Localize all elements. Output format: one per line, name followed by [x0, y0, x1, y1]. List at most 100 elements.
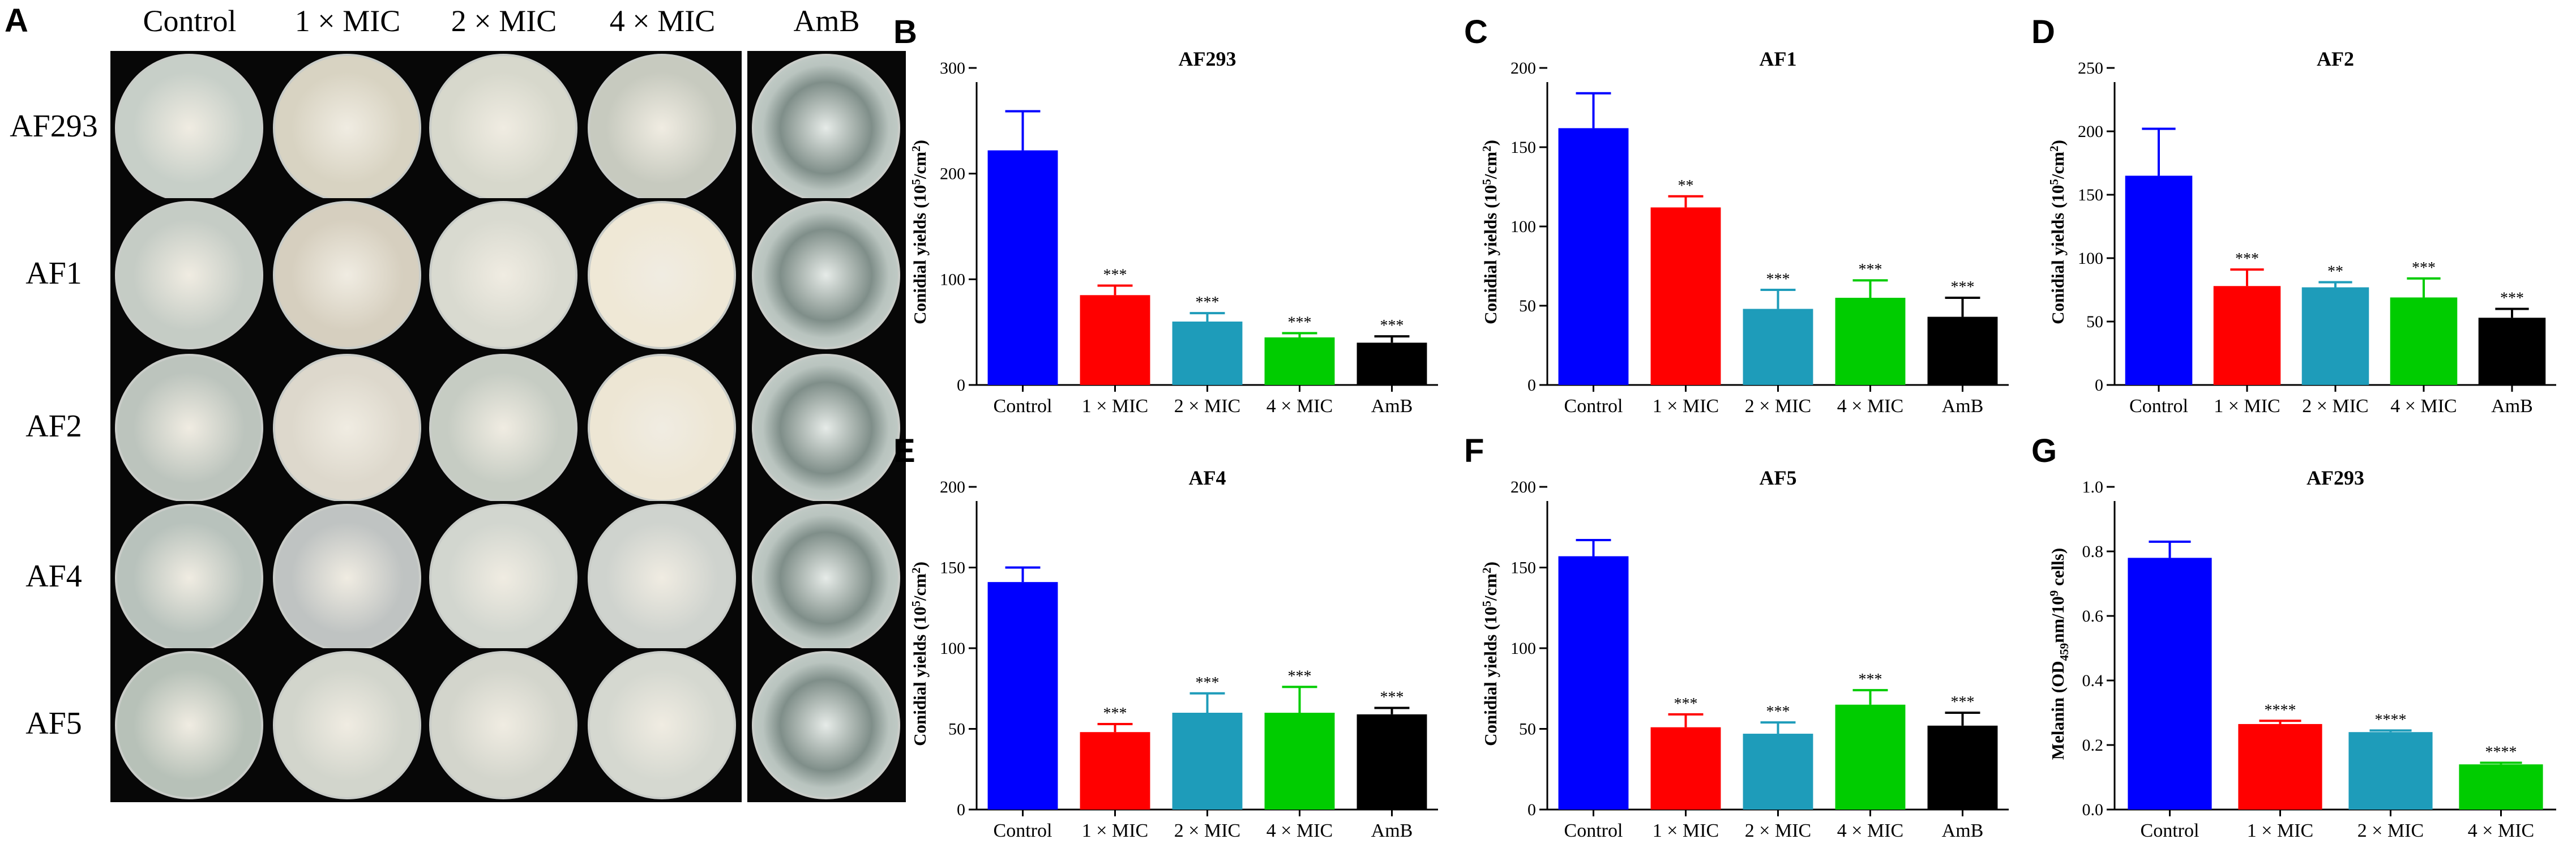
- panel-letter-c: C: [1464, 14, 1488, 50]
- bar-amb: [1357, 714, 1427, 810]
- chart-b: AF293 0 100 200 300 Conidial yields (105/cm2)…: [909, 51, 1438, 417]
- y-tick-label: 0: [957, 376, 965, 395]
- chart-g: AF293 0.0 0.2 0.4 0.6 0.8 1.0 Melanin (OD459nm/…: [2047, 470, 2556, 841]
- row-label: AF2: [25, 409, 82, 444]
- petri-dish: [588, 354, 736, 502]
- significance-marker: ***: [1288, 667, 1312, 685]
- bar-amb: [1927, 316, 1998, 385]
- x-tick-label: 1 × MIC: [1653, 396, 1719, 417]
- y-tick-label: 200: [1510, 59, 1536, 78]
- plate-photo: [110, 51, 269, 205]
- significance-marker: ***: [2412, 259, 2436, 277]
- petri-dish: [115, 54, 263, 202]
- significance-marker: ***: [1103, 267, 1127, 284]
- y-tick-label: 50: [2086, 312, 2103, 331]
- y-tick-label: 200: [2078, 122, 2103, 141]
- row-label: AF5: [25, 706, 82, 741]
- chart-title: AF5: [1760, 470, 1797, 489]
- x-tick-label: 2 × MIC: [2357, 820, 2424, 841]
- bar-4-mic: [1264, 337, 1335, 385]
- x-tick-label: Control: [1564, 396, 1623, 417]
- x-tick-label: AmB: [1371, 820, 1413, 841]
- petri-dish: [115, 201, 263, 349]
- plate-photo: [747, 648, 906, 802]
- significance-marker: ***: [1380, 317, 1404, 335]
- x-tick-label: AmB: [1942, 396, 1984, 417]
- y-axis-label: Melanin (OD459nm/109 cells): [2047, 548, 2071, 760]
- significance-marker: **: [1678, 177, 1694, 195]
- plate-photo: [583, 351, 742, 505]
- plate-photo: [268, 501, 427, 655]
- y-tick-label: 0: [957, 800, 965, 819]
- x-tick-label: Control: [1564, 820, 1623, 841]
- x-tick-label: 4 × MIC: [1837, 820, 1903, 841]
- row-label: AF1: [25, 256, 82, 291]
- bar-control: [987, 150, 1058, 385]
- petri-dish: [429, 54, 577, 202]
- petri-dish: [429, 354, 577, 502]
- y-tick-label: 100: [1510, 639, 1536, 658]
- petri-dish: [588, 54, 736, 202]
- significance-marker: ***: [1103, 705, 1127, 722]
- bar-1-mic: [1650, 207, 1721, 385]
- significance-marker: ****: [2485, 743, 2517, 761]
- y-tick-label: 50: [1519, 720, 1536, 739]
- significance-marker: **: [2327, 263, 2343, 281]
- x-tick-label: 2 × MIC: [2302, 396, 2368, 417]
- column-label: 4 × MIC: [609, 4, 716, 38]
- column-label: 1 × MIC: [294, 4, 401, 38]
- y-tick-label: 100: [1510, 217, 1536, 236]
- y-tick-label: 300: [940, 59, 965, 78]
- bar-amb: [2478, 318, 2546, 385]
- significance-marker: ***: [1380, 688, 1404, 706]
- chart-title: AF1: [1760, 51, 1797, 70]
- significance-marker: ****: [2265, 701, 2296, 719]
- petri-dish: [273, 651, 421, 799]
- petri-dish: [273, 504, 421, 652]
- y-tick-label: 0.8: [2082, 542, 2104, 561]
- petri-dish: [429, 504, 577, 652]
- plate-photo: [425, 351, 583, 505]
- bar-2-mic: [1172, 322, 1243, 385]
- significance-marker: ****: [2375, 711, 2407, 729]
- bar-control: [2128, 558, 2212, 810]
- y-tick-label: 50: [1519, 297, 1536, 315]
- plate-photo: [583, 648, 742, 802]
- y-tick-label: 100: [940, 639, 965, 658]
- petri-dish: [273, 354, 421, 502]
- chart-title: AF4: [1189, 470, 1226, 489]
- x-tick-label: 4 × MIC: [1266, 396, 1333, 417]
- y-tick-label: 100: [2078, 249, 2103, 268]
- bar-1-mic: [1650, 727, 1721, 810]
- petri-dish: [752, 504, 900, 652]
- x-tick-label: 1 × MIC: [1653, 820, 1719, 841]
- x-tick-label: Control: [2141, 820, 2200, 841]
- petri-dish: [273, 54, 421, 202]
- column-label: 2 × MIC: [451, 4, 557, 38]
- x-tick-label: Control: [994, 396, 1052, 417]
- y-tick-label: 100: [940, 270, 965, 289]
- x-tick-label: 1 × MIC: [1082, 396, 1148, 417]
- x-tick-label: AmB: [2491, 396, 2533, 417]
- y-tick-label: 150: [1510, 559, 1536, 577]
- chart-d: AF2 0 50 100 150 200 250 Conidial yields (105/c…: [2047, 51, 2556, 417]
- petri-dish: [429, 201, 577, 349]
- y-tick-label: 0: [2095, 376, 2103, 395]
- x-tick-label: 4 × MIC: [2390, 396, 2457, 417]
- plate-photo: [747, 51, 906, 205]
- chart-title: AF2: [2317, 51, 2354, 70]
- row-label: AF293: [10, 109, 98, 144]
- significance-marker: ***: [1674, 695, 1698, 713]
- bar-4-mic: [2459, 764, 2543, 810]
- y-tick-label: 0.6: [2082, 607, 2104, 626]
- x-tick-label: 4 × MIC: [1837, 396, 1903, 417]
- significance-marker: ***: [1196, 294, 1219, 311]
- plate-photo: [268, 648, 427, 802]
- y-tick-label: 1.0: [2082, 478, 2104, 496]
- y-tick-label: 0.4: [2082, 671, 2104, 690]
- plate-photo: [583, 51, 742, 205]
- y-tick-label: 200: [940, 165, 965, 183]
- x-tick-label: 4 × MIC: [2468, 820, 2534, 841]
- y-tick-label: 200: [1510, 478, 1536, 496]
- petri-dish: [588, 504, 736, 652]
